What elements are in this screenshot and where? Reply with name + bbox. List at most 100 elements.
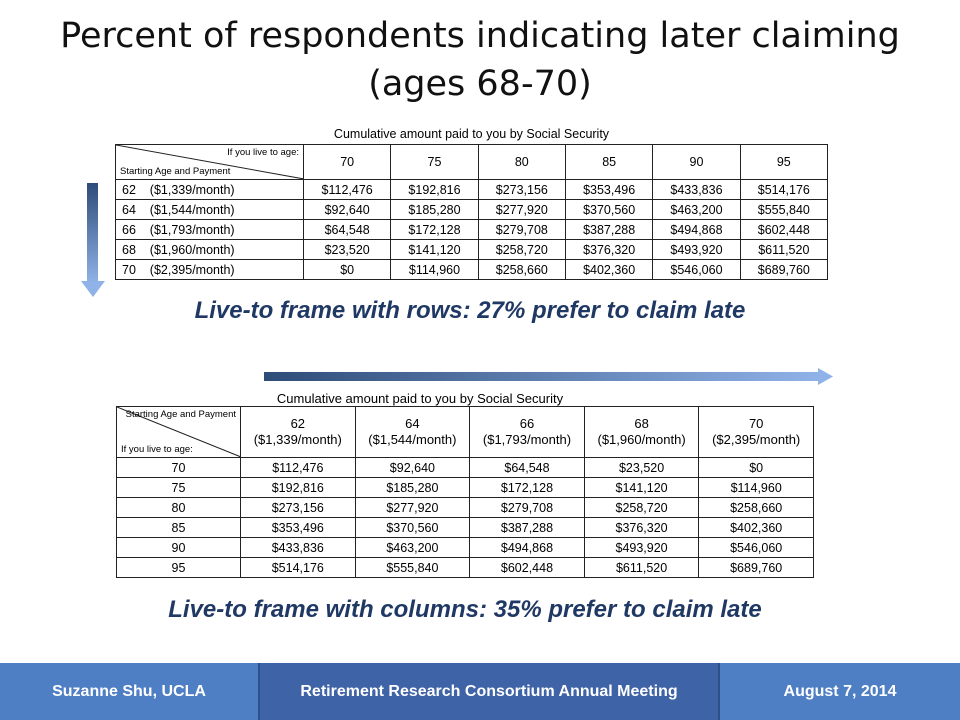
table1-cell: $402,360 [564, 259, 654, 280]
table2-column-age: 62 [290, 416, 306, 431]
table2-row-label: 80 [116, 497, 241, 518]
table1-cell: $114,960 [390, 259, 479, 280]
table1-cell: $185,280 [390, 199, 479, 220]
down-arrow-icon [81, 183, 105, 297]
table1-column-header: 85 [564, 144, 654, 180]
table2-row-label: 85 [116, 517, 241, 538]
table2-cell: $463,200 [354, 537, 471, 558]
table1-cell: $353,496 [564, 179, 654, 200]
table1-cell: $602,448 [739, 219, 829, 240]
table1-cell: $689,760 [739, 259, 829, 280]
table1-row: 62 ($1,339/month) $112,476 $192,816 $273,15… [115, 179, 829, 200]
table1-cell: $387,288 [564, 219, 654, 240]
table2-cell: $353,496 [240, 517, 356, 538]
table1-corner-bottom-label: Starting Age and Payment [120, 166, 231, 177]
table1-cell: $277,920 [477, 199, 566, 220]
table1-cell: $279,708 [477, 219, 566, 240]
table2-header-row: Starting Age and Payment If you live to a… [116, 406, 814, 458]
table1-cell: $258,720 [477, 239, 566, 260]
table1-row: 66 ($1,793/month) $64,548 $172,128 $279,708… [115, 219, 829, 240]
table2-column-header: 64 ($1,544/month) [354, 406, 471, 458]
footer-presenter: Suzanne Shu, UCLA [52, 683, 206, 700]
table2-column-payment: ($1,793/month) [482, 432, 572, 447]
table1-cell: $376,320 [564, 239, 654, 260]
table2-cell: $92,640 [354, 457, 471, 478]
table2-corner-bottom-label: If you live to age: [121, 444, 193, 455]
table1-row: 64 ($1,544/month) $92,640 $185,280 $277,920… [115, 199, 829, 220]
table2-cell: $555,840 [354, 557, 471, 578]
caption-rows-frame: Live-to frame with rows: 27% prefer to c… [194, 297, 746, 324]
table1-cell: $23,520 [302, 239, 392, 260]
table1-cell: $258,660 [477, 259, 566, 280]
table2-column-payment: ($1,339/month) [253, 432, 342, 447]
table2-row: 80 $273,156 $277,920 $279,708 $258,720 $258,6… [116, 497, 814, 518]
table2-column-age: 70 [748, 416, 764, 431]
table2-column-age: 64 [405, 416, 420, 431]
table2-cell: $277,920 [354, 497, 471, 518]
table2-cell: $494,868 [469, 537, 585, 558]
table1-cell: $555,840 [739, 199, 829, 220]
table1-cell: $493,920 [652, 239, 741, 260]
table2-cell: $273,156 [240, 497, 356, 518]
table1-row-label: 70 ($2,395/month) [115, 259, 304, 280]
table1-corner-cell: If you live to age: Starting Age and Paym… [115, 144, 304, 180]
table1-row: 70 ($2,395/month) $0 $114,960 $258,660 $402,… [115, 259, 829, 280]
table1-cell: $433,836 [652, 179, 741, 200]
table2-row: 75 $192,816 $185,280 $172,128 $141,120 $114,9… [116, 477, 814, 498]
slide-title: Percent of respondents indicating later … [0, 12, 960, 108]
table2-corner-diagonal [117, 407, 240, 457]
table2-column-payment: ($1,544/month) [368, 432, 457, 447]
table2-cell: $185,280 [354, 477, 471, 498]
table1-corner-top-label: If you live to age: [227, 147, 299, 158]
table1-column-header: 80 [477, 144, 566, 180]
table1-corner-diagonal [116, 145, 303, 179]
table2-cell: $258,720 [583, 497, 700, 518]
table2-column-header: 62 ($1,339/month) [240, 406, 356, 458]
table1-heading: Cumulative amount paid to you by Social … [333, 127, 610, 141]
table2-row-label: 90 [116, 537, 241, 558]
table1-cell: $611,520 [739, 239, 829, 260]
table1-cell: $463,200 [652, 199, 741, 220]
table2-cell: $192,816 [240, 477, 356, 498]
table2-cell: $279,708 [469, 497, 585, 518]
table2-cell: $114,960 [698, 477, 814, 498]
table2-cell: $387,288 [469, 517, 585, 538]
table2-column-payment: ($1,960/month) [597, 432, 686, 447]
table1: If you live to age: Starting Age and Paym… [115, 144, 829, 280]
table2-row-label: 95 [116, 557, 241, 578]
footer-date: August 7, 2014 [783, 683, 897, 700]
table1-cell: $64,548 [302, 219, 392, 240]
table1-cell: $172,128 [390, 219, 479, 240]
table1-cell: $514,176 [739, 179, 829, 200]
table2-cell: $64,548 [469, 457, 585, 478]
table2-cell: $370,560 [354, 517, 471, 538]
table2-row-label: 75 [116, 477, 241, 498]
caption-columns-frame: Live-to frame with columns: 35% prefer t… [168, 596, 762, 623]
table2-cell: $172,128 [469, 477, 585, 498]
table2-cell: $433,836 [240, 537, 356, 558]
table1-column-header: 70 [302, 144, 392, 180]
table1-row: 68 ($1,960/month) $23,520 $141,120 $258,720… [115, 239, 829, 260]
table1-cell: $92,640 [302, 199, 392, 220]
table2-row-label: 70 [116, 457, 241, 478]
right-arrow-icon [264, 368, 833, 385]
table2-cell: $376,320 [583, 517, 700, 538]
table2-corner-cell: Starting Age and Payment If you live to a… [116, 406, 241, 458]
table2-cell: $0 [698, 457, 814, 478]
table1-row-label: 64 ($1,544/month) [115, 199, 304, 220]
table2-row: 85 $353,496 $370,560 $387,288 $376,320 $402,3… [116, 517, 814, 538]
table1-cell: $370,560 [564, 199, 654, 220]
table2-corner-top-label: Starting Age and Payment [125, 409, 236, 420]
table1-row-label: 66 ($1,793/month) [115, 219, 304, 240]
table1-cell: $273,156 [477, 179, 566, 200]
table1-cell: $192,816 [390, 179, 479, 200]
slide-title-line1: Percent of respondents indicating later … [60, 16, 900, 56]
table2-column-header: 70 ($2,395/month) [698, 406, 814, 458]
table1-row-label: 68 ($1,960/month) [115, 239, 304, 260]
table2-cell: $112,476 [240, 457, 356, 478]
table2-cell: $602,448 [469, 557, 585, 578]
table2: Starting Age and Payment If you live to a… [116, 406, 814, 578]
table1-row-label: 62 ($1,339/month) [115, 179, 304, 200]
table2-heading: Cumulative amount paid to you by Social … [276, 391, 564, 406]
table2-cell: $23,520 [583, 457, 700, 478]
